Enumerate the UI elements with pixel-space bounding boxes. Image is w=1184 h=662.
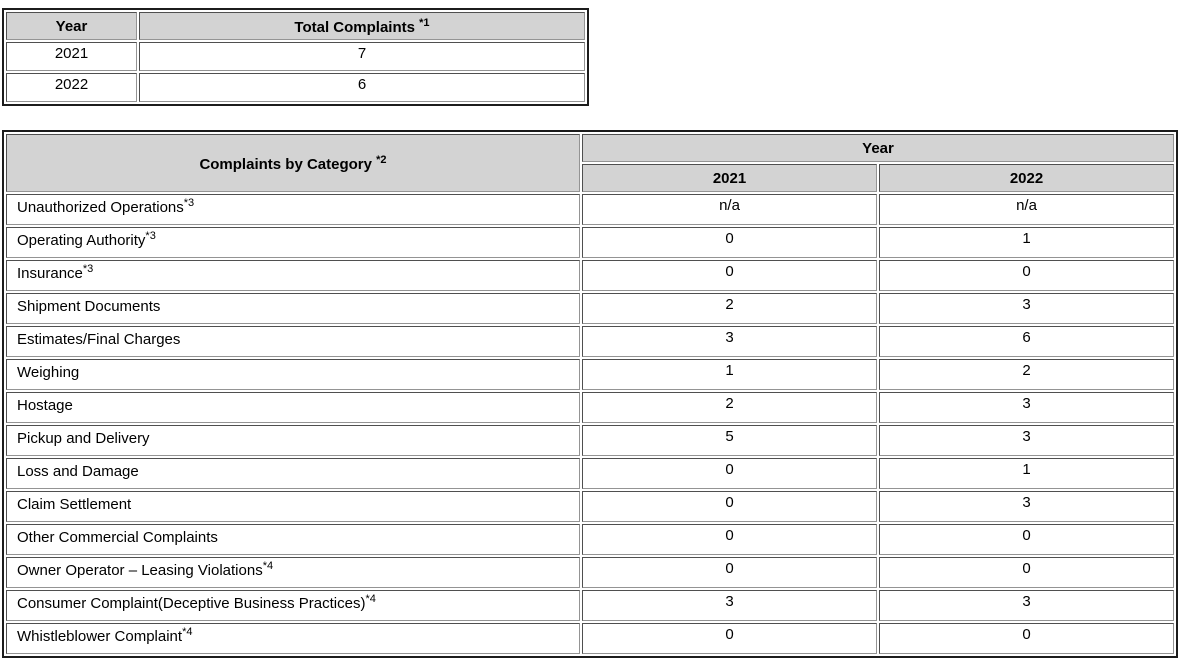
category-cell: Claim Settlement — [6, 491, 580, 522]
cell-text: Complaints by Category — [199, 155, 377, 173]
value-cell-2022: 3 — [879, 392, 1174, 423]
value-cell-2022: 3 — [879, 491, 1174, 522]
cell-text: Shipment Documents — [17, 298, 161, 315]
cell-text: Insurance — [17, 265, 83, 282]
category-cell: Operating Authority*3 — [6, 227, 580, 258]
category-row: Shipment Documents 2 3 — [6, 293, 1174, 324]
header-cell-category: Complaints by Category *2 — [6, 134, 580, 192]
header-cell-year: Year — [6, 12, 137, 40]
year-cell: 2022 — [6, 73, 137, 102]
category-row: Consumer Complaint(Deceptive Business Pr… — [6, 590, 1174, 621]
header-cell-2021: 2021 — [582, 164, 877, 192]
cell-text: Loss and Damage — [17, 463, 139, 480]
superscript-note: *3 — [145, 230, 156, 242]
category-row: Unauthorized Operations*3 n/a n/a — [6, 194, 1174, 225]
value-cell-2021: 0 — [582, 557, 877, 588]
complaints-by-category-table: Complaints by Category *2 Year 2021 2022… — [2, 130, 1178, 658]
value-cell-2022: n/a — [879, 194, 1174, 225]
value-cell-2021: 0 — [582, 524, 877, 555]
category-cell: Insurance*3 — [6, 260, 580, 291]
category-subheader-row: 2021 2022 — [6, 164, 1174, 192]
superscript-note: *4 — [365, 593, 376, 605]
cell-text: Consumer Complaint(Deceptive Business Pr… — [17, 595, 366, 612]
header-cell-year-group: Year — [582, 134, 1174, 162]
summary-row: 2022 6 — [6, 73, 585, 102]
category-cell: Hostage — [6, 392, 580, 423]
value-cell-2022: 0 — [879, 623, 1174, 654]
category-row: Weighing 1 2 — [6, 359, 1174, 390]
cell-text: Unauthorized Operations — [17, 199, 184, 216]
value-cell-2022: 3 — [879, 425, 1174, 456]
cell-text: Estimates/Final Charges — [17, 331, 181, 348]
value-cell-2021: 1 — [582, 359, 877, 390]
category-row: Other Commercial Complaints 0 0 — [6, 524, 1174, 555]
header-cell-2022: 2022 — [879, 164, 1174, 192]
total-complaints-table: Year Total Complaints *1 2021 7 2022 6 — [2, 8, 589, 106]
cell-text: Whistleblower Complaint — [17, 628, 183, 645]
total-value-cell: 6 — [139, 73, 585, 102]
category-row: Whistleblower Complaint*4 0 0 — [6, 623, 1174, 654]
value-cell-2022: 1 — [879, 227, 1174, 258]
category-cell: Consumer Complaint(Deceptive Business Pr… — [6, 590, 580, 621]
total-value-cell: 7 — [139, 42, 585, 71]
category-row: Loss and Damage 0 1 — [6, 458, 1174, 489]
category-header-row: Complaints by Category *2 Year — [6, 134, 1174, 192]
value-cell-2022: 2 — [879, 359, 1174, 390]
superscript-note: *1 — [419, 16, 430, 29]
category-cell: Owner Operator – Leasing Violations*4 — [6, 557, 580, 588]
value-cell-2021: 0 — [582, 260, 877, 291]
value-cell-2021: 0 — [582, 491, 877, 522]
cell-text: Hostage — [17, 397, 73, 414]
cell-text: Weighing — [17, 364, 80, 381]
superscript-note: *4 — [182, 626, 193, 638]
value-cell-2021: 2 — [582, 293, 877, 324]
category-cell: Pickup and Delivery — [6, 425, 580, 456]
category-row: Estimates/Final Charges 3 6 — [6, 326, 1174, 357]
category-cell: Other Commercial Complaints — [6, 524, 580, 555]
value-cell-2022: 0 — [879, 260, 1174, 291]
category-row: Owner Operator – Leasing Violations*4 0 … — [6, 557, 1174, 588]
value-cell-2021: 0 — [582, 458, 877, 489]
summary-header-row: Year Total Complaints *1 — [6, 12, 585, 40]
cell-text: Claim Settlement — [17, 496, 132, 513]
category-cell: Estimates/Final Charges — [6, 326, 580, 357]
value-cell-2021: n/a — [582, 194, 877, 225]
value-cell-2022: 6 — [879, 326, 1174, 357]
cell-text: Owner Operator – Leasing Violations — [17, 562, 263, 579]
superscript-note: *2 — [376, 153, 387, 166]
value-cell-2021: 2 — [582, 392, 877, 423]
category-row: Pickup and Delivery 5 3 — [6, 425, 1174, 456]
category-cell: Weighing — [6, 359, 580, 390]
value-cell-2021: 5 — [582, 425, 877, 456]
category-cell: Whistleblower Complaint*4 — [6, 623, 580, 654]
header-cell-total-complaints: Total Complaints *1 — [139, 12, 585, 40]
superscript-note: *3 — [183, 197, 195, 209]
value-cell-2022: 0 — [879, 524, 1174, 555]
value-cell-2022: 1 — [879, 458, 1174, 489]
value-cell-2022: 0 — [879, 557, 1174, 588]
superscript-note: *4 — [262, 560, 274, 572]
value-cell-2022: 3 — [879, 590, 1174, 621]
year-cell: 2021 — [6, 42, 137, 71]
superscript-note: *3 — [82, 263, 94, 275]
category-row: Hostage 2 3 — [6, 392, 1174, 423]
category-cell: Loss and Damage — [6, 458, 580, 489]
summary-row: 2021 7 — [6, 42, 585, 71]
cell-text: Total Complaints — [294, 18, 420, 36]
category-row: Insurance*3 0 0 — [6, 260, 1174, 291]
category-row: Operating Authority*3 0 1 — [6, 227, 1174, 258]
value-cell-2021: 0 — [582, 623, 877, 654]
value-cell-2022: 3 — [879, 293, 1174, 324]
category-cell: Shipment Documents — [6, 293, 580, 324]
cell-text: Other Commercial Complaints — [17, 529, 218, 546]
cell-text: Operating Authority — [17, 232, 146, 249]
category-cell: Unauthorized Operations*3 — [6, 194, 580, 225]
category-row: Claim Settlement 0 3 — [6, 491, 1174, 522]
value-cell-2021: 3 — [582, 590, 877, 621]
value-cell-2021: 3 — [582, 326, 877, 357]
cell-text: Pickup and Delivery — [17, 430, 150, 447]
value-cell-2021: 0 — [582, 227, 877, 258]
